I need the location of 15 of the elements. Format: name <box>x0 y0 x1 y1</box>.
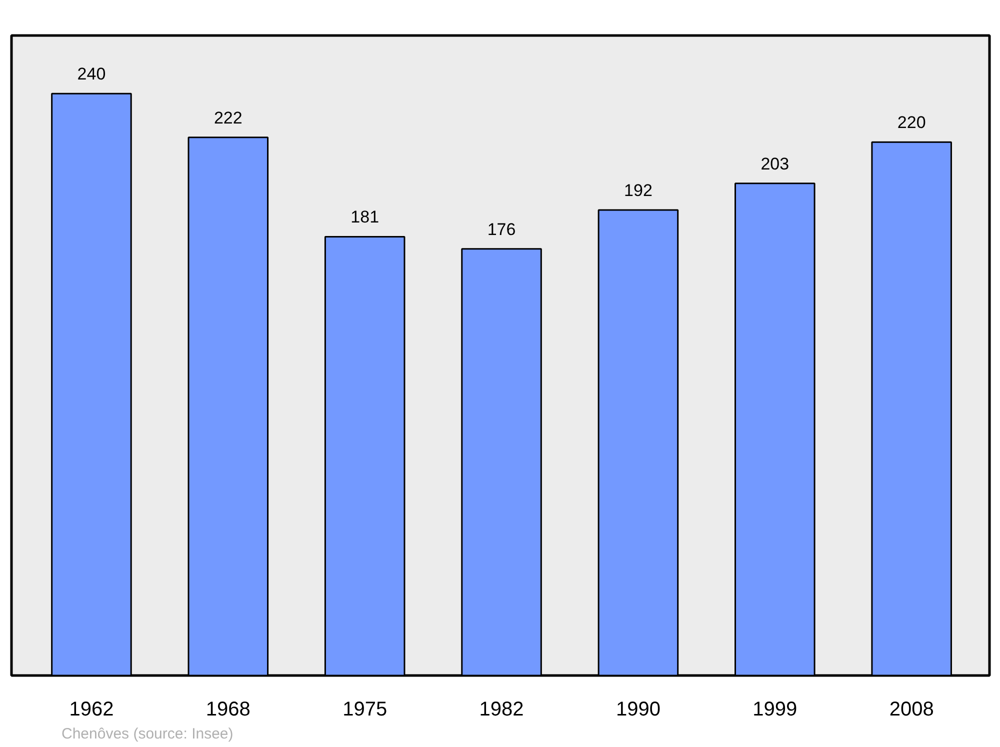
data-label: 176 <box>487 220 516 239</box>
x-tick-label: 1962 <box>69 698 114 720</box>
x-tick-label: 1968 <box>206 698 250 720</box>
text: Chenôves (source: Insee) <box>62 726 234 742</box>
data-label: 181 <box>350 208 380 227</box>
x-tick-label: 1975 <box>342 698 388 720</box>
x-tick-label: 2008 <box>889 698 934 720</box>
data-label: 220 <box>897 113 926 132</box>
x-tick-label: 1999 <box>752 698 798 720</box>
data-label: 240 <box>77 64 106 84</box>
data-label: 222 <box>214 108 242 128</box>
data-label: 192 <box>624 181 652 200</box>
x-tick-label: 1990 <box>616 698 660 720</box>
data-label: 203 <box>760 154 790 174</box>
x-tick-label: 1982 <box>479 698 524 720</box>
